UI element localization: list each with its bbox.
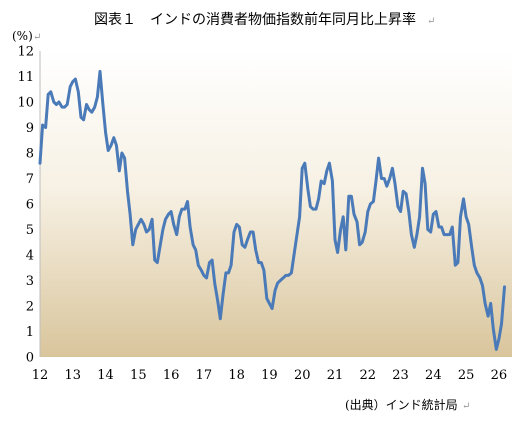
x-tick-label: 25 (458, 368, 475, 383)
chart-title: 図表１ インドの消費者物価指数前年同月比上昇率 (94, 11, 416, 28)
x-tick-label: 20 (294, 368, 311, 383)
y-tick-label: 8 (26, 147, 34, 162)
x-tick-label: 23 (392, 368, 409, 383)
y-tick-label: 11 (17, 70, 34, 85)
x-tick-label: 22 (360, 368, 377, 383)
x-tick-label: 16 (163, 368, 180, 383)
y-tick-label: 3 (26, 274, 34, 289)
x-tick-label: 14 (97, 368, 114, 383)
x-tick-label: 21 (327, 368, 344, 383)
return-mark: ↵ (33, 32, 41, 43)
y-axis-label: (%) (12, 29, 33, 43)
return-mark: ↵ (427, 16, 435, 27)
cpi-series-line (38, 69, 506, 351)
y-tick-label: 2 (26, 300, 34, 315)
x-tick-label: 18 (228, 368, 245, 383)
x-tick-label: 13 (65, 368, 82, 383)
y-tick-label: 1 (26, 325, 34, 340)
source-note: (出典）インド統計局 (345, 397, 458, 412)
x-tick-label: 19 (261, 368, 278, 383)
y-tick-label: 10 (17, 96, 34, 111)
x-tick-label: 26 (491, 368, 508, 383)
y-tick-label: 4 (26, 249, 34, 264)
x-tick-label: 24 (425, 368, 442, 383)
y-tick-label: 7 (26, 172, 34, 187)
plot-area (40, 51, 512, 357)
y-tick-label: 5 (26, 223, 34, 238)
x-tick-label: 15 (130, 368, 147, 383)
y-tick-label: 9 (26, 121, 34, 136)
y-tick-label: 0 (26, 351, 34, 366)
y-tick-label: 12 (17, 45, 34, 60)
x-tick-label: 12 (32, 368, 49, 383)
y-tick-label: 6 (26, 198, 34, 213)
x-tick-label: 17 (196, 368, 213, 383)
return-mark: ↵ (462, 401, 470, 412)
